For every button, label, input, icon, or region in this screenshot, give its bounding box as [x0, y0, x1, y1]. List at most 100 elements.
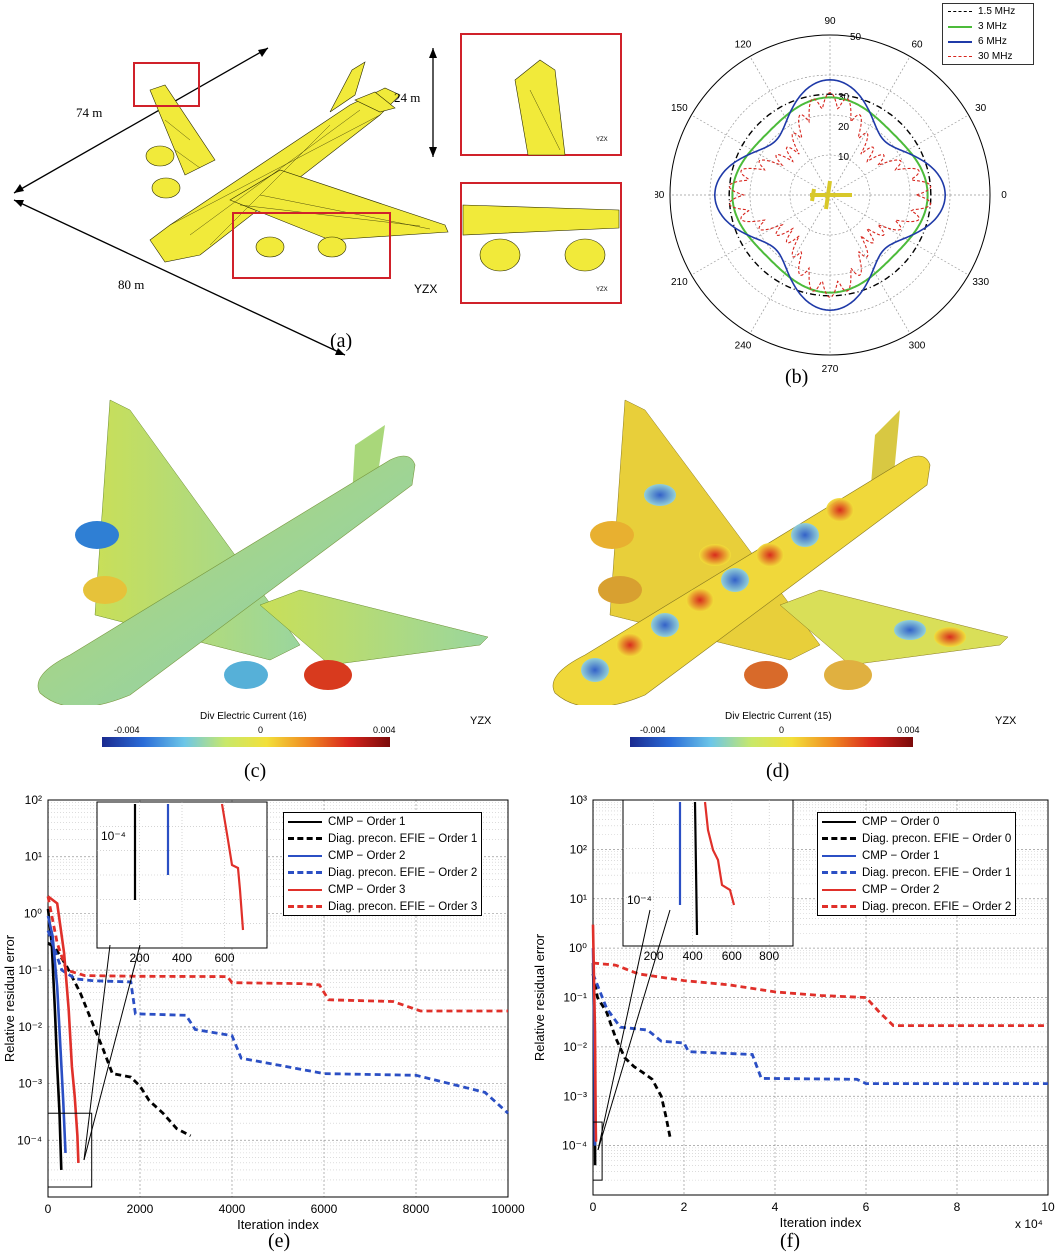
caption-f: (f): [780, 1230, 800, 1252]
polar-spoke: [691, 114, 831, 196]
inset-x-tick-label: 200: [644, 949, 664, 963]
legend-label: 1.5 MHz: [978, 6, 1016, 17]
inset-axes-triad: YZX: [596, 287, 608, 293]
legend-swatch: [288, 888, 322, 891]
zoom-region-box: [592, 1121, 603, 1181]
colorbar-max: 0.004: [897, 725, 920, 735]
legend-label: CMP − Order 3: [328, 883, 406, 896]
legend-entry: CMP − Order 2: [284, 847, 481, 864]
inset-x-tick-label: 600: [722, 949, 742, 963]
y-tick-label: 10⁻¹: [18, 963, 42, 977]
legend-label: Diag. precon. EFIE − Order 1: [862, 866, 1012, 879]
colorbar-title: Div Electric Current (15): [725, 711, 832, 722]
polar-legend: 1.5 MHz 3 MHz 6 MHz 30 MHz: [942, 3, 1034, 65]
airplane-mesh-figure: [13, 33, 622, 356]
polar-angle-label: 120: [735, 39, 752, 50]
zoom-arrow: [597, 909, 651, 1151]
legend-swatch: [948, 11, 972, 12]
legend-entry: Diag. precon. EFIE − Order 2: [284, 864, 481, 881]
series-line: [46, 915, 67, 1153]
x-tick-label: 2000: [127, 1202, 154, 1216]
y-tick-label: 10¹: [25, 850, 42, 864]
polar-radial-label: 10: [838, 152, 850, 163]
x-tick-label: 0: [45, 1202, 52, 1216]
polar-angle-label: 0: [1001, 190, 1007, 201]
legend-entry: CMP − Order 3: [284, 881, 481, 898]
legend-entry: CMP − Order 2: [818, 881, 1015, 898]
inset-y-tick-label: 10⁻⁴: [101, 829, 126, 843]
dim-length: 74 m: [76, 105, 103, 120]
colorbar-mid: 0: [258, 725, 264, 735]
series-line: [46, 896, 508, 1013]
x-tick-label: 4000: [219, 1202, 246, 1216]
inset-axes-triad: YZX: [596, 137, 608, 143]
series-line: [47, 895, 80, 1163]
legend-swatch: [822, 888, 856, 891]
polar-series-30mhz: [728, 91, 932, 299]
zoom-arrow: [597, 909, 671, 1151]
convergence-chart-e: 0 2000 4000 6000 8000 10000 10⁻⁴ 10⁻³ 10⁻² 10⁻¹ 10…: [2, 793, 525, 1230]
legend-entry: Diag. precon. EFIE − Order 2: [818, 898, 1015, 915]
y-tick-label: 10⁰: [24, 906, 42, 920]
caption-b: (b): [785, 366, 809, 388]
legend-swatch: [288, 837, 322, 840]
legend-swatch: [822, 905, 856, 908]
panel-f: 0 2 4 6 8 10 10⁻⁴ 10⁻³ 10⁻² 10⁻¹ 10⁰ 10¹ 10² 10³ Itera…: [530, 790, 1057, 1257]
polar-radial-label: 50: [850, 32, 862, 43]
colorbar-min: -0.004: [114, 725, 140, 735]
polar-angle-label: 300: [909, 341, 926, 352]
x-tick-label: 6000: [311, 1202, 338, 1216]
series-line: [47, 941, 192, 1138]
x-axis-label: Iteration index: [237, 1217, 319, 1230]
x-tick-label: 10: [1041, 1200, 1055, 1214]
legend-label: 30 MHz: [978, 51, 1013, 62]
series-line: [46, 930, 509, 1115]
legend-swatch: [822, 854, 856, 857]
legend-entry: CMP − Order 1: [818, 847, 1015, 864]
legend-label: 6 MHz: [978, 36, 1007, 47]
series-line: [591, 973, 672, 1139]
legend-swatch: [822, 837, 856, 840]
inset-x-tick-label: 600: [214, 951, 234, 965]
x-multiplier: x 10⁴: [1015, 1217, 1043, 1231]
series-line: [591, 973, 1048, 1085]
plot-frame: [47, 799, 509, 1198]
legend-entry: CMP − Order 0: [818, 813, 1015, 830]
zoom-region-box: [47, 1112, 93, 1188]
x-tick-label: 4: [772, 1200, 779, 1214]
polar-angle-label: 180: [655, 190, 665, 201]
legend-swatch: [288, 871, 322, 874]
polar-angle-label: 60: [911, 39, 923, 50]
chart-legend: CMP − Order 0 Diag. precon. EFIE − Order…: [817, 812, 1017, 916]
legend-swatch: [288, 905, 322, 908]
polar-spoke: [829, 194, 969, 276]
panel-b: 901201501802102402703003300306010203050 …: [655, 0, 1055, 395]
x-tick-label: 0: [590, 1200, 597, 1214]
colorbar-min: -0.004: [640, 725, 666, 735]
legend-label: Diag. precon. EFIE − Order 3: [328, 900, 478, 913]
polar-angle-label: 330: [972, 277, 989, 288]
y-tick-label: 10⁻²: [563, 1040, 587, 1054]
y-tick-label: 10²: [570, 842, 587, 856]
series-line: [46, 908, 63, 1170]
panel-e: 0 2000 4000 6000 8000 10000 10⁻⁴ 10⁻³ 10⁻² 10⁻¹ 10…: [0, 790, 525, 1257]
chart-legend: CMP − Order 1 Diag. precon. EFIE − Order…: [283, 812, 483, 916]
series-line: [591, 924, 598, 1142]
legend-swatch: [948, 56, 972, 57]
zoom-arrow: [83, 944, 111, 1161]
inset-y-tick-label: 10⁻⁴: [627, 893, 652, 907]
y-tick-label: 10⁻¹: [563, 991, 587, 1005]
y-tick-label: 10⁻³: [563, 1089, 587, 1103]
inset-series-line: [693, 801, 699, 936]
dim-height: 24 m: [394, 90, 421, 105]
airplane-icon: [810, 180, 852, 210]
legend-entry: Diag. precon. EFIE − Order 1: [818, 864, 1015, 881]
inset-x-tick-label: 800: [759, 949, 779, 963]
x-tick-label: 8: [954, 1200, 961, 1214]
caption-c: (c): [244, 760, 267, 782]
legend-swatch: [288, 854, 322, 857]
x-axis-label: Iteration index: [780, 1215, 862, 1230]
polar-spoke: [829, 56, 911, 196]
axes-triad: YZX: [995, 715, 1017, 727]
zoom-arrow: [83, 944, 141, 1161]
